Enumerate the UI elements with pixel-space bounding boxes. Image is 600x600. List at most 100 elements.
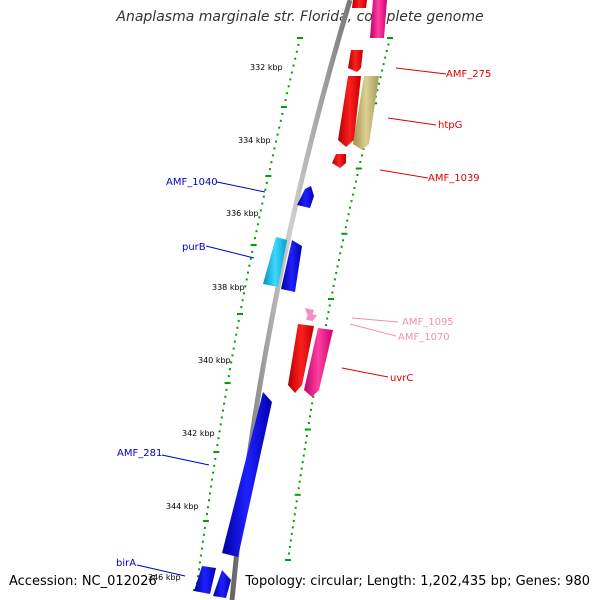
inner-ring-tick — [225, 388, 228, 391]
inner-ring-tick — [295, 50, 298, 53]
gene-uvrc-red — [288, 324, 314, 393]
inner-ring-tick — [254, 237, 256, 240]
outer-ring-tick — [328, 298, 334, 300]
connector-htpg — [387, 117, 437, 126]
inner-ring-tick — [261, 202, 264, 205]
gene-label-purb[interactable]: purB — [182, 242, 206, 253]
outer-tick-ring — [285, 37, 393, 561]
outer-ring-tick — [384, 56, 387, 59]
gene-label-amf-281[interactable]: AMF_281 — [117, 448, 162, 459]
outer-ring-tick — [339, 252, 342, 255]
outer-ring-tick — [346, 219, 349, 222]
outer-ring-tick — [325, 324, 327, 327]
gene-label-amf-1039[interactable]: AMF_1039 — [428, 173, 480, 184]
inner-ring-tick — [198, 568, 200, 571]
tick-label-344: 344 kbp — [166, 502, 199, 511]
outer-ring-tick — [332, 284, 335, 287]
inner-ring-tick — [235, 333, 238, 336]
outer-ring-tick — [377, 82, 380, 85]
outer-ring-tick — [299, 474, 302, 477]
inner-ring-tick — [223, 402, 226, 405]
inner-ring-tick — [222, 409, 224, 412]
inner-ring-tick — [218, 430, 221, 433]
outer-ring-tick — [285, 559, 291, 561]
connector-amf-1070 — [349, 323, 397, 337]
outer-ring-tick — [341, 232, 348, 235]
inner-ring-tick — [294, 57, 297, 60]
outer-ring-tick — [359, 161, 362, 163]
gene-purb-cyan — [263, 237, 287, 287]
gene-amf-275 — [348, 50, 363, 72]
inner-ring-tick — [287, 85, 290, 88]
outer-ring-tick — [342, 239, 344, 242]
gene-amf-1070 — [306, 314, 317, 321]
connector-amf-1040 — [216, 181, 266, 193]
outer-ring-tick — [347, 213, 350, 216]
inner-ring-tick — [200, 547, 203, 550]
inner-ring-tick — [212, 471, 215, 474]
inner-ring-tick — [208, 499, 210, 502]
gene-label-amf-275[interactable]: AMF_275 — [446, 69, 491, 80]
inner-ring-tick — [278, 126, 281, 129]
gene-label-htpg[interactable]: htpG — [438, 120, 462, 131]
inner-ring-tick — [297, 37, 303, 39]
outer-ring-tick — [297, 487, 300, 490]
page-title: Anaplasma marginale str. Florida, comple… — [116, 9, 484, 25]
inner-ring-tick — [297, 43, 300, 46]
inner-ring-tick — [289, 78, 292, 81]
inner-ring-tick — [219, 423, 222, 426]
outer-ring-tick — [385, 50, 388, 52]
outer-ring-tick — [328, 304, 331, 307]
inner-ring-tick — [233, 340, 236, 343]
inner-ring-tick — [271, 154, 274, 157]
tick-label-332: 332 kbp — [250, 63, 283, 72]
outer-ring-tick — [312, 395, 315, 398]
connector-uvrc — [341, 367, 389, 378]
gene-amf-281 — [222, 392, 272, 557]
inner-ring-tick — [202, 533, 205, 536]
outer-ring-tick — [327, 311, 330, 314]
gene-uvrc-pink — [304, 328, 333, 397]
outer-ring-tick — [356, 174, 359, 176]
gene-label-amf-1095[interactable]: AMF_1095 — [402, 317, 454, 328]
inner-ring-tick — [250, 244, 257, 246]
inner-ring-tick — [224, 395, 227, 398]
outer-ring-tick — [302, 454, 305, 457]
outer-ring-tick — [292, 519, 295, 522]
inner-ring-tick — [249, 257, 252, 260]
inner-ring-tick — [276, 133, 279, 136]
inner-ring-tick — [273, 147, 276, 150]
gene-label-amf-1070[interactable]: AMF_1070 — [398, 332, 450, 343]
inner-ring-tick — [280, 106, 287, 108]
inner-ring-tick — [255, 230, 258, 233]
inner-ring-tick — [264, 188, 267, 191]
gene-label-amf-1040[interactable]: AMF_1040 — [166, 177, 218, 188]
inner-ring-tick — [244, 285, 247, 288]
outer-ring-tick — [291, 526, 294, 529]
inner-ring-tick — [197, 575, 199, 578]
inner-ring-tick — [241, 299, 244, 302]
outer-ring-tick — [362, 147, 365, 150]
inner-ring-tick — [240, 306, 243, 309]
gene-amf-1040 — [297, 186, 314, 208]
outer-ring-tick — [333, 278, 336, 281]
outer-ring-tick — [311, 402, 314, 405]
outer-ring-tick — [307, 422, 310, 424]
outer-ring-tick — [326, 317, 329, 320]
inner-ring-tick — [292, 64, 295, 67]
inner-tick-ring — [193, 37, 303, 591]
inner-ring-tick — [199, 554, 202, 557]
inner-ring-tick — [258, 216, 261, 219]
outer-ring-tick — [335, 271, 338, 274]
outer-ring-tick — [310, 408, 312, 411]
inner-ring-tick — [237, 313, 243, 315]
inner-ring-tick — [275, 140, 278, 143]
connector-purb — [205, 245, 255, 259]
gene-label-bira[interactable]: birA — [116, 558, 136, 569]
connector-amf-281 — [161, 454, 210, 466]
outer-ring-tick — [289, 539, 292, 542]
gene-label-uvrc[interactable]: uvrC — [390, 373, 413, 384]
outer-ring-tick — [387, 37, 393, 39]
outer-ring-tick — [305, 435, 308, 437]
outer-ring-tick — [298, 480, 301, 483]
